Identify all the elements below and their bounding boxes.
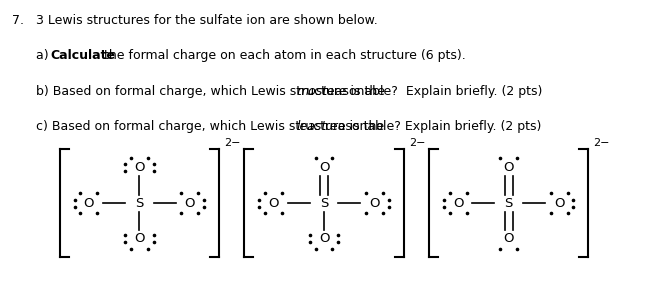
Text: least: least (296, 120, 327, 133)
Text: O: O (84, 197, 94, 210)
Text: O: O (134, 232, 145, 245)
Text: 2−: 2− (224, 138, 240, 148)
Text: S: S (135, 197, 143, 210)
Text: reasonable? Explain briefly. (2 pts): reasonable? Explain briefly. (2 pts) (321, 120, 541, 133)
Text: 2−: 2− (409, 138, 425, 148)
Text: O: O (319, 161, 329, 174)
Text: reasonable?  Explain briefly. (2 pts): reasonable? Explain briefly. (2 pts) (318, 85, 542, 98)
Text: O: O (369, 197, 380, 210)
Text: S: S (320, 197, 328, 210)
Text: most: most (296, 85, 327, 98)
Text: S: S (505, 197, 513, 210)
Text: the formal charge on each atom in each structure (6 pts).: the formal charge on each atom in each s… (100, 49, 466, 62)
Text: O: O (185, 197, 195, 210)
Text: Calculate: Calculate (50, 49, 115, 62)
Text: b) Based on formal charge, which Lewis structure is the: b) Based on formal charge, which Lewis s… (36, 85, 389, 98)
Text: O: O (134, 161, 145, 174)
Text: O: O (319, 232, 329, 245)
Text: 7.   3 Lewis structures for the sulfate ion are shown below.: 7. 3 Lewis structures for the sulfate io… (12, 14, 377, 27)
Text: O: O (453, 197, 463, 210)
Text: O: O (503, 232, 514, 245)
Text: O: O (268, 197, 279, 210)
Text: a): a) (36, 49, 52, 62)
Text: O: O (554, 197, 564, 210)
Text: c) Based on formal charge, which Lewis structure is the: c) Based on formal charge, which Lewis s… (36, 120, 388, 133)
Text: 2−: 2− (594, 138, 610, 148)
Text: O: O (503, 161, 514, 174)
